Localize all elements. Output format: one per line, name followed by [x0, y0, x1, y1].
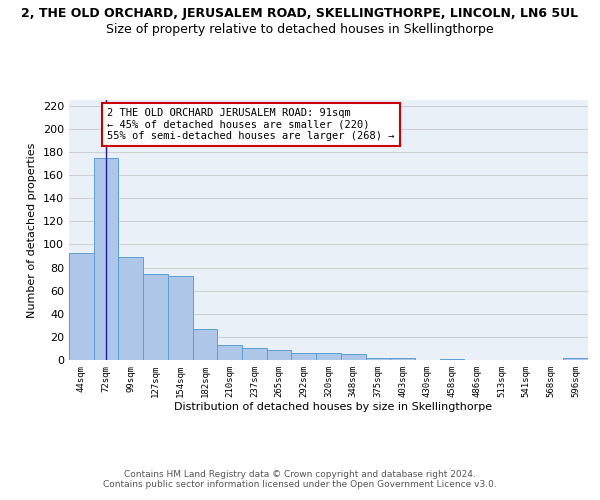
Bar [316, 353, 341, 360]
Bar [143, 274, 168, 360]
Bar [193, 329, 217, 360]
Bar [217, 345, 242, 360]
Bar [69, 252, 94, 360]
Bar [365, 358, 390, 360]
Bar [390, 358, 415, 360]
Text: Size of property relative to detached houses in Skellingthorpe: Size of property relative to detached ho… [106, 22, 494, 36]
Text: 2 THE OLD ORCHARD JERUSALEM ROAD: 91sqm
← 45% of detached houses are smaller (22: 2 THE OLD ORCHARD JERUSALEM ROAD: 91sqm … [107, 108, 395, 142]
Bar [118, 257, 143, 360]
Bar [341, 354, 365, 360]
Bar [563, 358, 588, 360]
Bar [242, 348, 267, 360]
Bar [292, 353, 316, 360]
Bar [267, 350, 292, 360]
Text: Distribution of detached houses by size in Skellingthorpe: Distribution of detached houses by size … [174, 402, 492, 412]
Y-axis label: Number of detached properties: Number of detached properties [28, 142, 37, 318]
Bar [440, 359, 464, 360]
Text: Contains HM Land Registry data © Crown copyright and database right 2024.
Contai: Contains HM Land Registry data © Crown c… [103, 470, 497, 490]
Bar [94, 158, 118, 360]
Bar [168, 276, 193, 360]
Text: 2, THE OLD ORCHARD, JERUSALEM ROAD, SKELLINGTHORPE, LINCOLN, LN6 5UL: 2, THE OLD ORCHARD, JERUSALEM ROAD, SKEL… [22, 8, 578, 20]
